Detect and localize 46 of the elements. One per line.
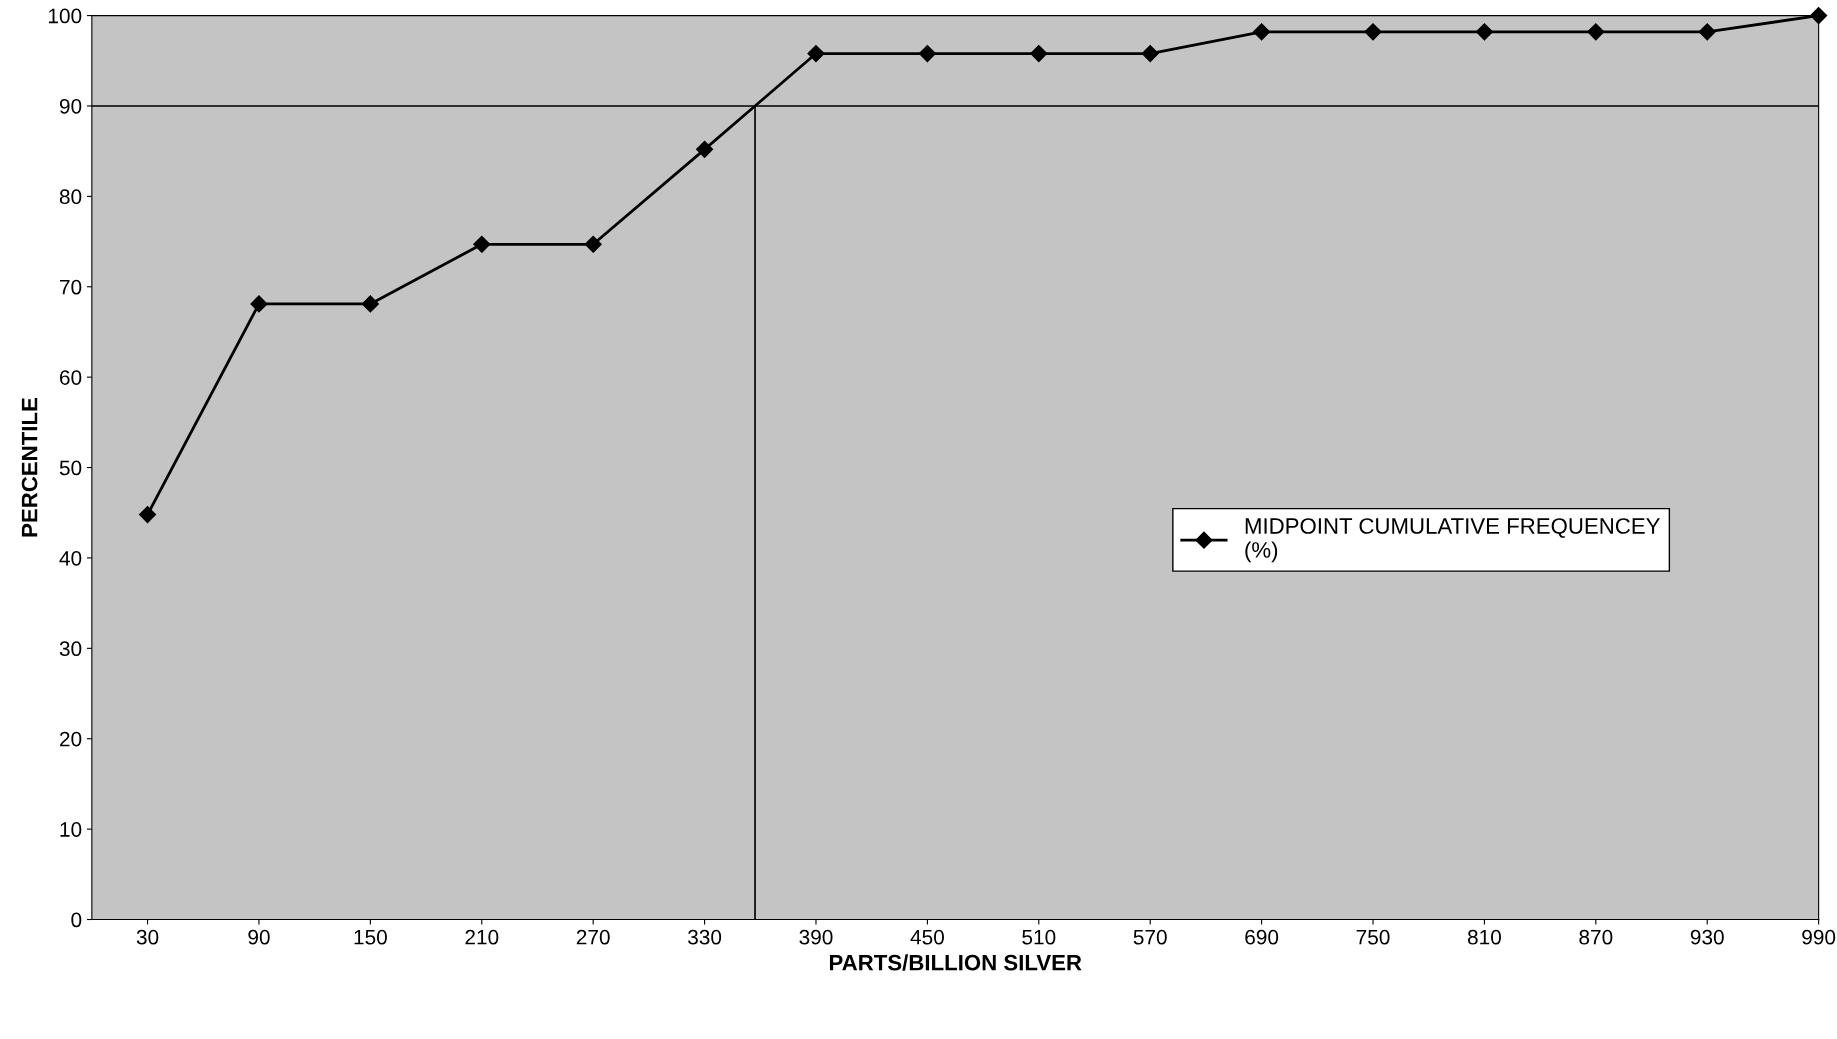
point: [584, 235, 602, 253]
point: [1698, 23, 1716, 41]
point: [1475, 23, 1493, 41]
y-tick-label: 10: [60, 822, 82, 837]
point: [696, 140, 714, 158]
y-tick-label: 40: [59, 550, 82, 566]
x-tick-label: 990: [1802, 929, 1836, 945]
x-tick-label: 510: [1022, 929, 1056, 945]
x-tick-label: 210: [465, 929, 499, 945]
y-axis-title: PERCENTILE: [21, 398, 38, 537]
point: [1253, 23, 1271, 41]
y-tick-label: 20: [60, 731, 82, 747]
point: [1810, 7, 1828, 25]
y-tick-label: 50: [59, 460, 82, 476]
x-tick-label: 150: [354, 929, 387, 945]
y-tick-label: 100: [48, 8, 82, 24]
x-tick-label: 30: [136, 929, 159, 945]
point: [1030, 44, 1048, 63]
point: [918, 44, 936, 63]
x-tick-label: 570: [1133, 929, 1167, 945]
legend-label: MIDPOINT CUMULATIVE FREQUENCEY (%): [1245, 518, 1660, 563]
point: [473, 235, 491, 253]
point: [1587, 23, 1605, 41]
x-axis-title: PARTS/BILLION SILVER: [829, 954, 1082, 971]
y-tick-label: 70: [60, 279, 82, 295]
x-tick-label: 810: [1467, 929, 1501, 945]
y-tick-label: 60: [60, 370, 82, 385]
point: [1141, 44, 1159, 63]
x-tick-label: 690: [1245, 929, 1279, 945]
x-tick-label: 330: [687, 929, 722, 945]
x-tick-label: 390: [799, 929, 833, 945]
y-tick-label: 80: [59, 189, 82, 205]
y-tick-label: 90: [59, 98, 82, 114]
point: [250, 295, 268, 313]
x-tick-label: 270: [576, 929, 610, 945]
point: [807, 44, 825, 63]
x-tick-label: 90: [248, 929, 270, 945]
point: [1364, 23, 1382, 41]
point: [361, 295, 379, 313]
x-tick-label: 450: [910, 929, 944, 945]
x-tick-label: 870: [1579, 929, 1613, 945]
y-tick-label: 0: [71, 912, 82, 928]
x-tick-label: 750: [1356, 929, 1390, 945]
y-tick-label: 30: [59, 641, 82, 657]
point: [139, 506, 157, 524]
x-tick-label: 930: [1690, 929, 1724, 945]
